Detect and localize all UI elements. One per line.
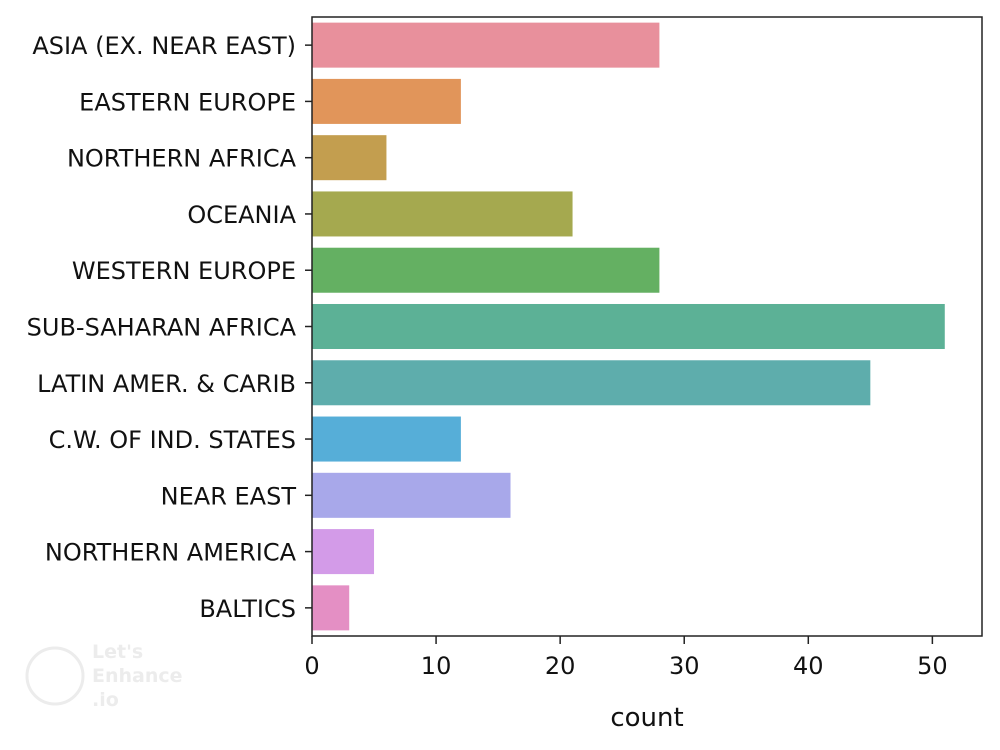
bar-9	[312, 529, 375, 575]
bar-7	[312, 416, 461, 462]
y-tick-label-3: OCEANIA	[187, 201, 296, 229]
y-tick-label-1: EASTERN EUROPE	[79, 88, 296, 116]
x-tick-label-0: 0	[304, 652, 319, 680]
y-tick-label-5: SUB-SAHARAN AFRICA	[27, 314, 297, 342]
x-axis-label: count	[610, 703, 683, 733]
bars-group	[312, 22, 945, 631]
bar-2	[312, 135, 387, 181]
y-tick-label-7: C.W. OF IND. STATES	[49, 426, 296, 454]
bar-3	[312, 191, 573, 237]
bar-8	[312, 472, 511, 518]
x-tick-label-4: 40	[793, 652, 824, 680]
bar-6	[312, 360, 871, 406]
bar-5	[312, 303, 945, 350]
y-tick-label-4: WESTERN EUROPE	[72, 257, 296, 285]
y-axis-ticks: ASIA (EX. NEAR EAST) EASTERN EUROPE NORTHE…	[27, 32, 312, 623]
y-tick-label-8: NEAR EAST	[161, 482, 297, 510]
watermark-line-3: .io	[92, 689, 119, 711]
bar-4	[312, 247, 660, 293]
bar-1	[312, 78, 461, 124]
x-tick-label-5: 50	[917, 652, 948, 680]
plot-frame	[311, 16, 983, 637]
x-axis-ticks: 0 10 20 30 40 50	[304, 636, 948, 680]
y-tick-label-9: NORTHERN AMERICA	[45, 539, 297, 567]
x-tick-label-2: 20	[545, 652, 576, 680]
y-tick-label-2: NORTHERN AFRICA	[67, 145, 297, 173]
x-tick-label-3: 30	[669, 652, 700, 680]
y-tick-label-6: LATIN AMER. & CARIB	[37, 370, 296, 398]
bar-10	[312, 585, 350, 631]
x-tick-label-1: 10	[421, 652, 452, 680]
y-tick-label-10: BALTICS	[199, 595, 296, 623]
bar-0	[312, 22, 660, 68]
y-tick-label-0: ASIA (EX. NEAR EAST)	[32, 32, 296, 60]
watermark-line-2: Enhance	[92, 665, 183, 687]
watermark-logo-icon	[25, 646, 85, 706]
watermark-line-1: Let's	[92, 641, 143, 663]
watermark: Let's Enhance .io	[25, 641, 183, 711]
